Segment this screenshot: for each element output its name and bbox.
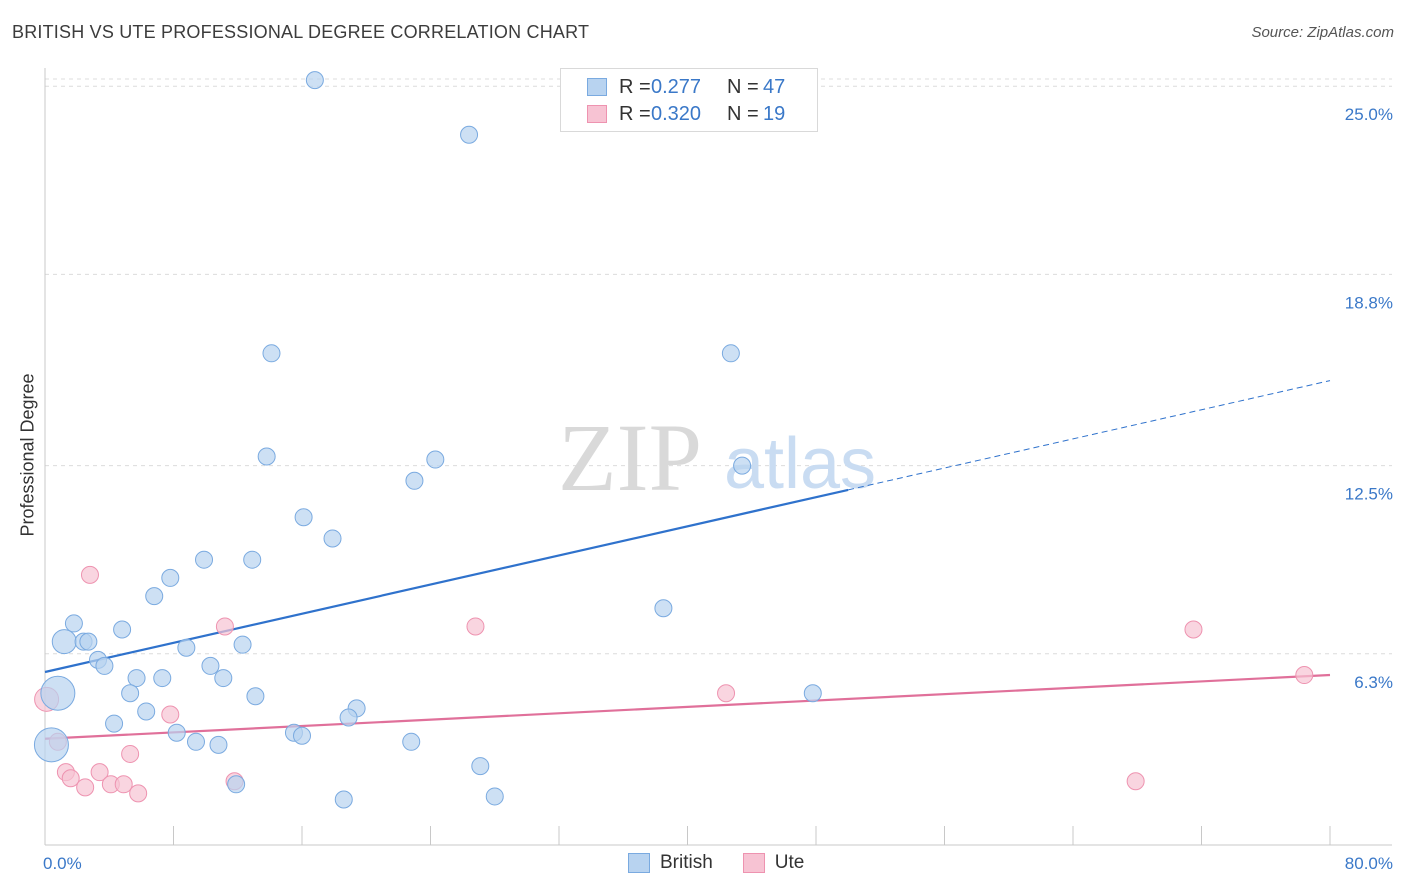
n-label: N = xyxy=(727,102,759,125)
r-label: R = xyxy=(619,75,651,98)
british-point[interactable] xyxy=(257,447,276,466)
ute-point[interactable] xyxy=(1126,772,1145,791)
british-point[interactable] xyxy=(803,684,822,703)
legend-item-british[interactable]: British xyxy=(628,852,713,874)
y-tick-label: 18.8% xyxy=(1345,293,1393,312)
ute-point[interactable] xyxy=(466,617,485,636)
watermark: ZIP atlas xyxy=(558,404,876,511)
ute-point[interactable] xyxy=(161,705,180,724)
n-label: N = xyxy=(727,75,759,98)
correlation-legend: R = 0.277 N = 47 R = 0.320 N = 19 xyxy=(560,68,818,132)
british-legend-swatch xyxy=(628,853,650,873)
british-point[interactable] xyxy=(177,638,196,657)
british-point[interactable] xyxy=(33,727,69,763)
british-point[interactable] xyxy=(186,732,205,751)
r-label: R = xyxy=(619,102,651,125)
r-value: 0.277 xyxy=(651,75,702,98)
x-tick-label: 80.0% xyxy=(1345,854,1393,873)
british-point[interactable] xyxy=(127,669,146,688)
ute-legend-label: Ute xyxy=(774,852,805,873)
ute-legend-swatch xyxy=(742,853,765,873)
british-point[interactable] xyxy=(113,620,132,639)
british-point[interactable] xyxy=(145,587,164,606)
chart-title: BRITISH VS UTE PROFESSIONAL DEGREE CORRE… xyxy=(12,22,590,42)
british-point[interactable] xyxy=(243,550,262,569)
british-point[interactable] xyxy=(209,735,228,754)
trend-lines xyxy=(44,380,1331,740)
british-point[interactable] xyxy=(95,656,114,675)
ute-point[interactable] xyxy=(90,763,109,782)
tick-labels: 6.3% 12.5% 18.8% 25.0% 0.0% 80.0% xyxy=(43,105,1393,873)
x-tick-label: 0.0% xyxy=(43,854,82,873)
y-tick-label: 25.0% xyxy=(1345,105,1393,124)
british-point[interactable] xyxy=(233,635,252,654)
british-point[interactable] xyxy=(246,687,265,706)
n-value: 47 xyxy=(763,75,786,98)
british-point[interactable] xyxy=(339,708,358,727)
british-point[interactable] xyxy=(460,125,479,144)
ute-point[interactable] xyxy=(1295,666,1314,685)
british-point[interactable] xyxy=(305,71,324,90)
british-point[interactable] xyxy=(402,732,421,751)
british-point[interactable] xyxy=(153,669,172,688)
british-point[interactable] xyxy=(79,632,98,651)
y-tick-label: 6.3% xyxy=(1354,673,1393,692)
series-legend: British Ute xyxy=(628,852,834,874)
ute-point[interactable] xyxy=(717,684,736,703)
british-point[interactable] xyxy=(721,344,740,363)
ute-point[interactable] xyxy=(1184,620,1203,639)
british-point[interactable] xyxy=(195,550,214,569)
legend-row-ute: R = 0.320 N = 19 xyxy=(587,102,785,126)
legend-item-ute[interactable]: Ute xyxy=(742,852,805,874)
ute-point[interactable] xyxy=(121,744,140,763)
ute-point[interactable] xyxy=(114,775,133,794)
british-point[interactable] xyxy=(293,726,311,745)
british-point[interactable] xyxy=(405,471,424,490)
british-point[interactable] xyxy=(334,790,353,809)
trend-line-ute xyxy=(44,673,1331,740)
british-point[interactable] xyxy=(654,599,673,618)
gridlines xyxy=(45,78,1392,655)
british-point[interactable] xyxy=(262,344,281,363)
legend-row-british: R = 0.277 N = 47 xyxy=(587,75,785,99)
british-swatch xyxy=(587,78,607,96)
n-value: 19 xyxy=(763,102,786,125)
british-legend-label: British xyxy=(660,852,713,873)
british-point[interactable] xyxy=(167,723,186,742)
ute-point[interactable] xyxy=(80,565,99,584)
british-point[interactable] xyxy=(51,629,77,655)
ute-point[interactable] xyxy=(61,769,80,788)
british-point[interactable] xyxy=(471,757,490,776)
data-points xyxy=(33,71,1314,809)
british-point[interactable] xyxy=(161,568,180,587)
british-point[interactable] xyxy=(64,614,83,633)
british-point[interactable] xyxy=(227,775,246,794)
ute-point[interactable] xyxy=(215,617,234,636)
ute-point[interactable] xyxy=(76,778,95,797)
y-axis-label: Professional Degree xyxy=(17,373,38,537)
british-point[interactable] xyxy=(323,529,342,548)
ute-point[interactable] xyxy=(129,784,148,803)
axes xyxy=(44,68,1392,846)
british-point[interactable] xyxy=(294,508,313,527)
british-point[interactable] xyxy=(733,456,752,475)
british-point[interactable] xyxy=(201,656,220,675)
british-point[interactable] xyxy=(105,714,124,733)
british-point[interactable] xyxy=(485,787,504,806)
british-point[interactable] xyxy=(426,450,445,469)
british-point[interactable] xyxy=(40,675,76,711)
y-tick-label: 12.5% xyxy=(1345,485,1393,504)
ute-swatch xyxy=(587,105,607,123)
watermark-zip: ZIP xyxy=(558,404,702,511)
british-point[interactable] xyxy=(121,684,140,703)
r-value: 0.320 xyxy=(651,102,702,125)
british-point[interactable] xyxy=(214,669,233,688)
trend-line-extension-british xyxy=(848,380,1331,491)
source-credit: Source: ZipAtlas.com xyxy=(1251,24,1394,41)
british-point[interactable] xyxy=(137,702,156,721)
trend-line-british xyxy=(44,488,849,674)
